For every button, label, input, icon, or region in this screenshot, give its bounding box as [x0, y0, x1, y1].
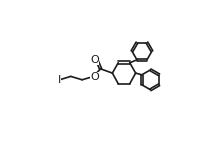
Text: I: I [58, 75, 61, 85]
Text: O: O [90, 73, 99, 82]
Text: O: O [90, 55, 99, 65]
